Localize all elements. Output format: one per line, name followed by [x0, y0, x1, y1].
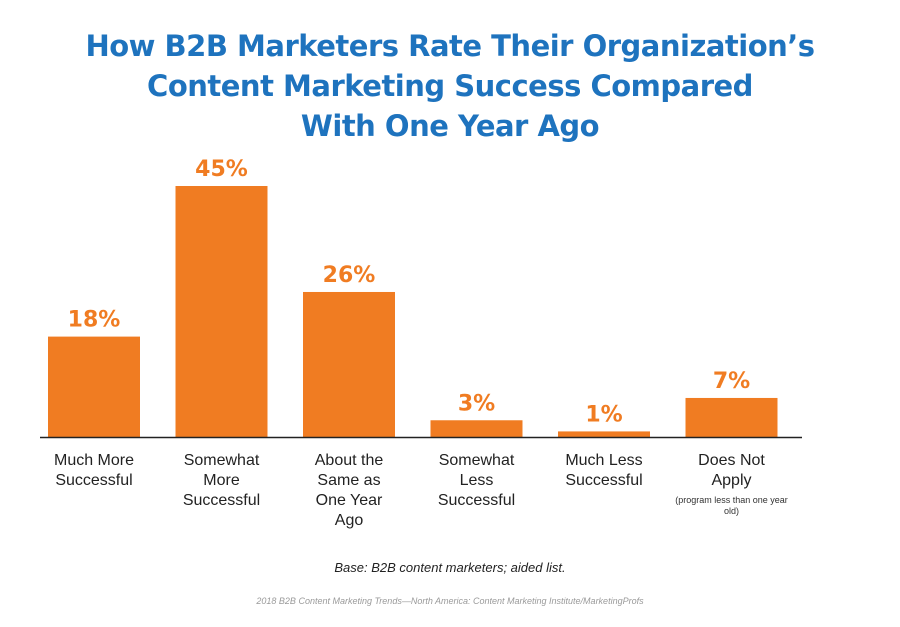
category-label-1: Somewhat More Successful: [162, 451, 282, 511]
category-label-3: Somewhat Less Successful: [417, 451, 537, 511]
category-label-1-line-2: Successful: [182, 492, 261, 509]
bar-2: [303, 291, 395, 437]
bar-3: [430, 420, 523, 437]
category-label-0-line-1: Successful: [55, 472, 133, 489]
data-label-2: 26%: [323, 263, 376, 288]
category-label-2-line-2: One Year: [315, 492, 383, 509]
chart-title-line-3: With One Year Ago: [300, 109, 600, 143]
chart-title-line-2: Content Marketing Success Compared: [147, 69, 753, 103]
data-label-3: 3%: [458, 391, 495, 416]
bar-1: [175, 186, 268, 437]
category-note-5: (program less than one year old): [675, 495, 788, 516]
category-label-3-line-0: Somewhat: [438, 452, 515, 469]
category-label-2-line-0: About the: [314, 452, 384, 469]
category-label-0-line-0: Much More: [53, 452, 135, 469]
bar-5: [685, 397, 778, 437]
bar-4: [558, 431, 650, 437]
category-label-1-line-0: Somewhat: [183, 452, 260, 469]
data-label-4: 1%: [585, 402, 622, 427]
category-label-5-line-1: Apply: [711, 472, 752, 489]
category-label-2-line-1: Same as: [317, 472, 381, 489]
category-label-5: Does Not Apply (program less than one year…: [672, 451, 792, 517]
data-label-1: 45%: [195, 157, 248, 182]
category-label-5-line-0: Does Not: [698, 452, 765, 469]
category-label-4-line-1: Successful: [565, 472, 643, 489]
category-label-0: Much More Successful: [34, 451, 154, 491]
data-label-0: 18%: [68, 308, 121, 333]
category-label-1-line-1: More: [203, 472, 240, 489]
bar-0: [48, 336, 140, 437]
category-label-3-line-2: Successful: [437, 492, 516, 509]
chart-title: How B2B Marketers Rate Their Organizatio…: [0, 26, 900, 146]
category-label-2-line-3: Ago: [334, 512, 364, 529]
chart-title-line-1: How B2B Marketers Rate Their Organizatio…: [85, 29, 815, 63]
category-label-4-line-0: Much Less: [565, 452, 643, 469]
source-note: 2018 B2B Content Marketing Trends—North …: [256, 596, 644, 606]
base-note: Base: B2B content marketers; aided list.: [334, 560, 566, 575]
category-label-2: About the Same as One Year Ago: [289, 451, 409, 531]
data-label-5: 7%: [713, 369, 750, 394]
category-label-4: Much Less Successful: [544, 451, 664, 491]
category-label-3-line-1: Less: [459, 472, 494, 489]
